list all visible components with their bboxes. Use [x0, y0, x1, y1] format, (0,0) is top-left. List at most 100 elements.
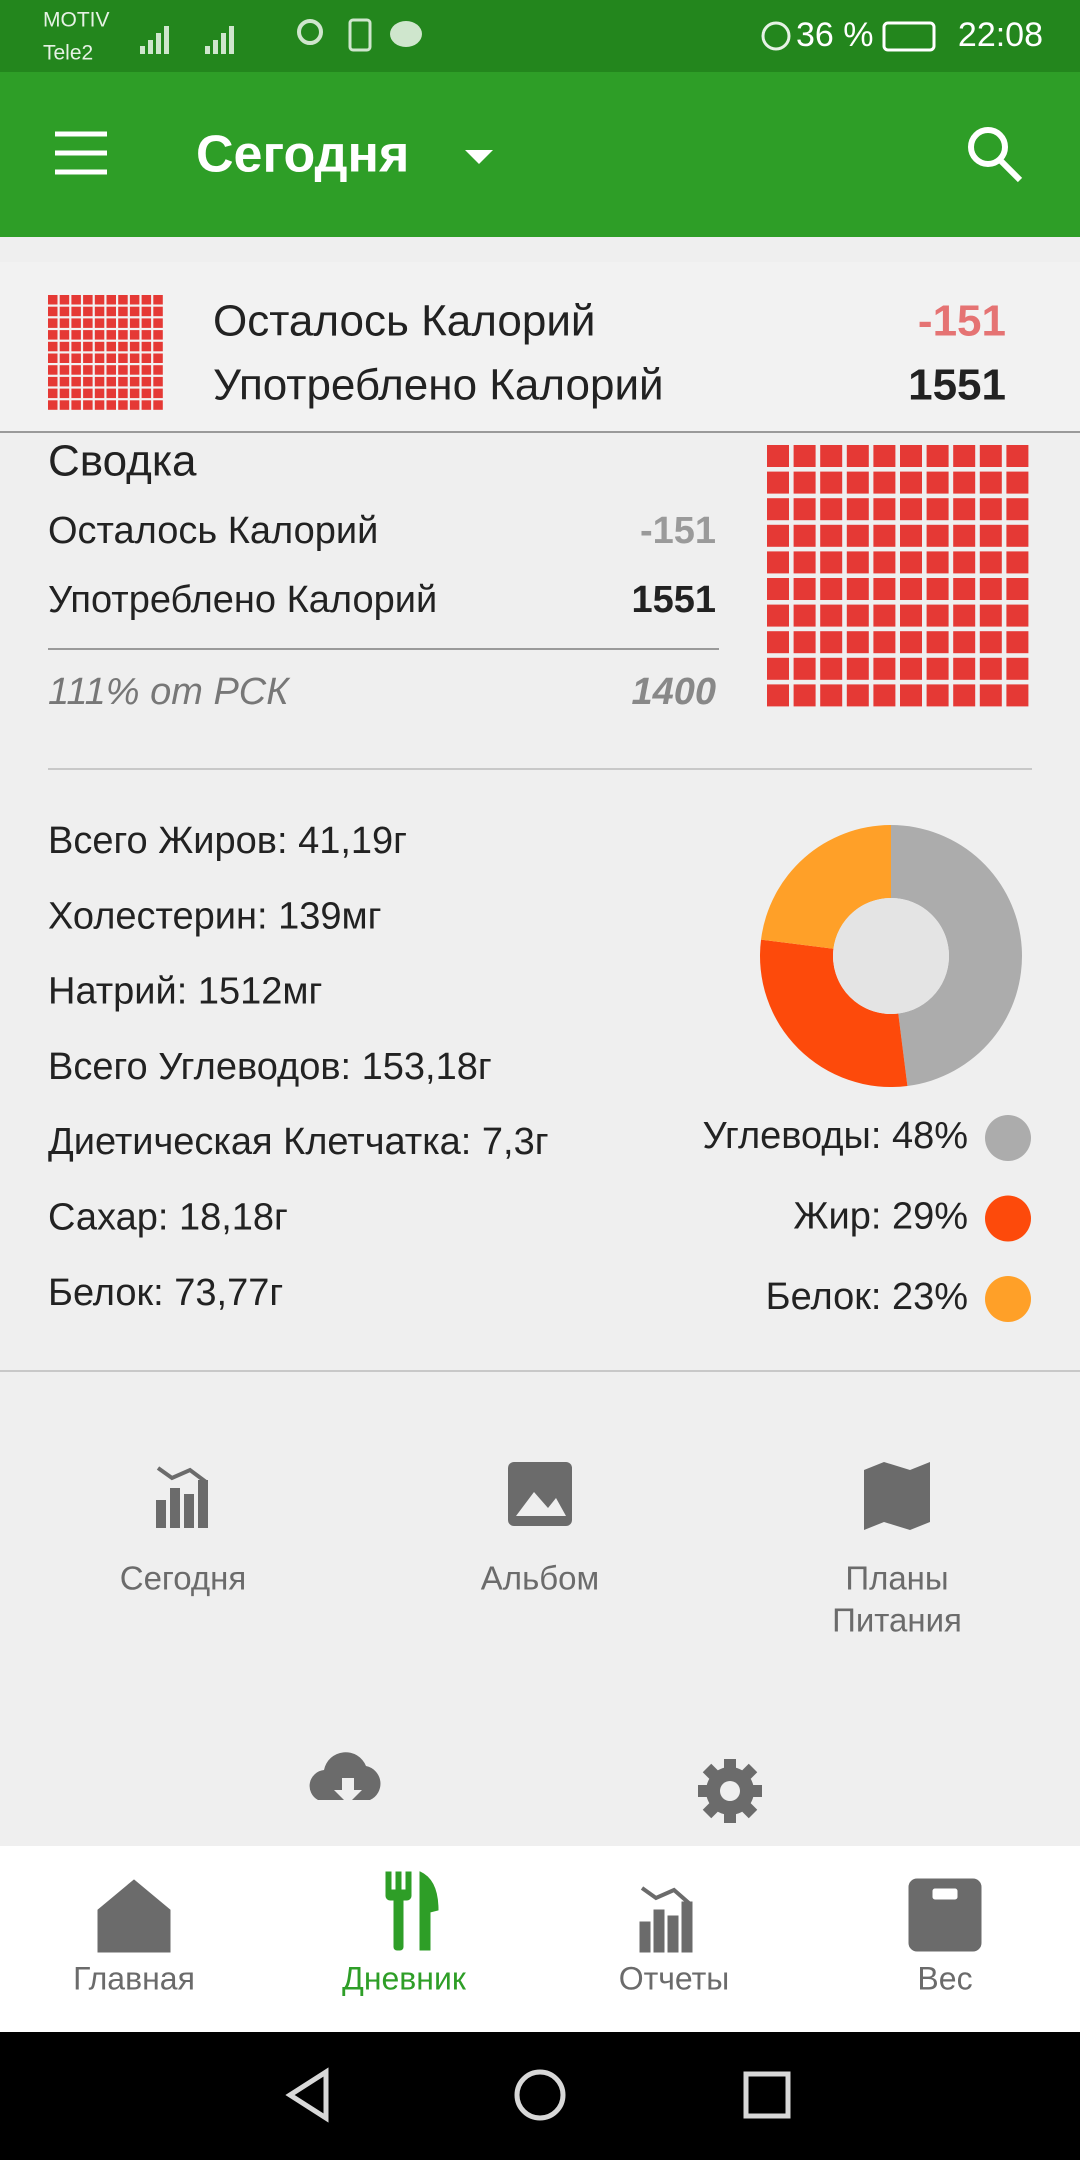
grid-cell — [926, 604, 949, 627]
summary-label: Осталось Калорий — [48, 510, 378, 552]
grid-cell — [1006, 498, 1029, 521]
grid-cell — [926, 551, 949, 574]
grid-cell — [118, 353, 128, 363]
grid-cell — [767, 471, 789, 494]
album-icon[interactable] — [508, 1462, 572, 1526]
grid-cell — [846, 498, 869, 521]
grid-cell — [83, 295, 93, 305]
grid-cell — [793, 657, 816, 680]
reports-icon[interactable] — [156, 1466, 208, 1528]
grid-cell — [953, 684, 976, 707]
grid-cell — [59, 365, 70, 375]
grid-cell — [979, 578, 1002, 600]
grid-cell — [83, 330, 93, 340]
grid-cell — [94, 353, 105, 363]
grid-cell — [59, 376, 70, 387]
weight-icon[interactable] — [908, 1878, 982, 1952]
grid-cell — [926, 631, 949, 654]
home-icon[interactable] — [97, 1879, 171, 1953]
carrier: MOTIV — [43, 9, 110, 32]
grid-cell — [118, 341, 128, 352]
nav-label[interactable]: Отчеты — [619, 1960, 730, 1996]
grid-cell — [59, 306, 70, 317]
grid-cell — [900, 578, 922, 600]
grid-cell — [118, 330, 128, 340]
grid-cell — [926, 498, 949, 521]
grid-cell — [106, 295, 116, 305]
grid-cell — [873, 578, 896, 600]
grid-cell — [71, 341, 81, 352]
shortcut-label[interactable]: Альбом — [481, 1560, 599, 1597]
grid-cell — [71, 295, 81, 305]
diary-icon[interactable] — [385, 1871, 439, 1951]
grid-cell — [83, 306, 93, 317]
app-bar-title[interactable]: Сегодня — [196, 126, 409, 184]
home-button[interactable] — [514, 2069, 566, 2121]
grid-cell — [873, 657, 896, 680]
menu-button[interactable] — [55, 131, 107, 175]
download-icon[interactable] — [309, 1752, 381, 1800]
grid-cell — [873, 684, 896, 707]
grid-cell — [873, 631, 896, 654]
grid-cell — [48, 376, 58, 387]
calorie-label: Осталось Калорий — [213, 297, 596, 346]
meal-plans-icon[interactable] — [864, 1462, 930, 1530]
grid-cell — [793, 551, 816, 574]
search-button[interactable] — [968, 127, 1023, 183]
grid-cell — [48, 365, 58, 375]
nav-label[interactable]: Главная — [73, 1960, 195, 1996]
grid-cell — [94, 365, 105, 375]
nav-label[interactable]: Вес — [917, 1960, 972, 1996]
nav-label[interactable]: Дневник — [342, 1960, 467, 1996]
grid-cell — [820, 498, 843, 521]
grid-cell — [153, 295, 163, 305]
reports-icon[interactable] — [639, 1886, 693, 1953]
grid-cell — [979, 551, 1002, 574]
grid-cell — [83, 400, 93, 410]
grid-cell — [820, 684, 843, 707]
grid-cell — [953, 445, 976, 467]
percent-label: 111% от РСК — [48, 671, 291, 713]
grid-cell — [59, 341, 70, 352]
grid-cell — [94, 341, 105, 352]
legend-label: Белок: 23% — [766, 1276, 968, 1318]
grid-cell — [118, 365, 128, 375]
system-buttons — [285, 2067, 791, 2123]
grid-cell — [900, 445, 922, 467]
grid-cell — [900, 524, 922, 547]
grid-cell — [129, 295, 140, 305]
grid-cell — [106, 318, 116, 328]
nutrient-list: Всего Жиров: 41,19г Холестерин: 139мг Натр… — [48, 820, 549, 1314]
grid-cell — [94, 318, 105, 328]
grid-cell — [83, 376, 93, 387]
clock: 22:08 — [958, 16, 1043, 54]
grid-cell — [820, 551, 843, 574]
summary-value: 1551 — [631, 579, 716, 621]
grid-cell — [953, 631, 976, 654]
dropdown-arrow[interactable] — [465, 150, 493, 164]
shortcut-label[interactable]: Сегодня — [120, 1560, 246, 1597]
grid-cell — [953, 604, 976, 627]
grid-cell — [846, 524, 869, 547]
back-button[interactable] — [285, 2067, 329, 2123]
grid-cell — [141, 388, 152, 399]
grid-cell — [94, 388, 105, 399]
donut-slice — [761, 825, 891, 949]
grid-cell — [953, 657, 976, 680]
recents-button[interactable] — [743, 2071, 791, 2119]
grid-cell — [1006, 578, 1029, 600]
grid-cell — [1006, 471, 1029, 494]
grid-cell — [106, 306, 116, 317]
grid-cell — [820, 524, 843, 547]
grid-cell — [979, 498, 1002, 521]
grid-cell — [820, 445, 843, 467]
shortcut-label[interactable]: Планы — [845, 1560, 948, 1597]
grid-cell — [1006, 604, 1029, 627]
grid-cell — [953, 498, 976, 521]
grid-cell — [793, 578, 816, 600]
grid-cell — [846, 657, 869, 680]
grid-cell — [873, 445, 896, 467]
settings-icon[interactable] — [698, 1759, 762, 1823]
shortcut-label[interactable]: Питания — [832, 1602, 962, 1639]
